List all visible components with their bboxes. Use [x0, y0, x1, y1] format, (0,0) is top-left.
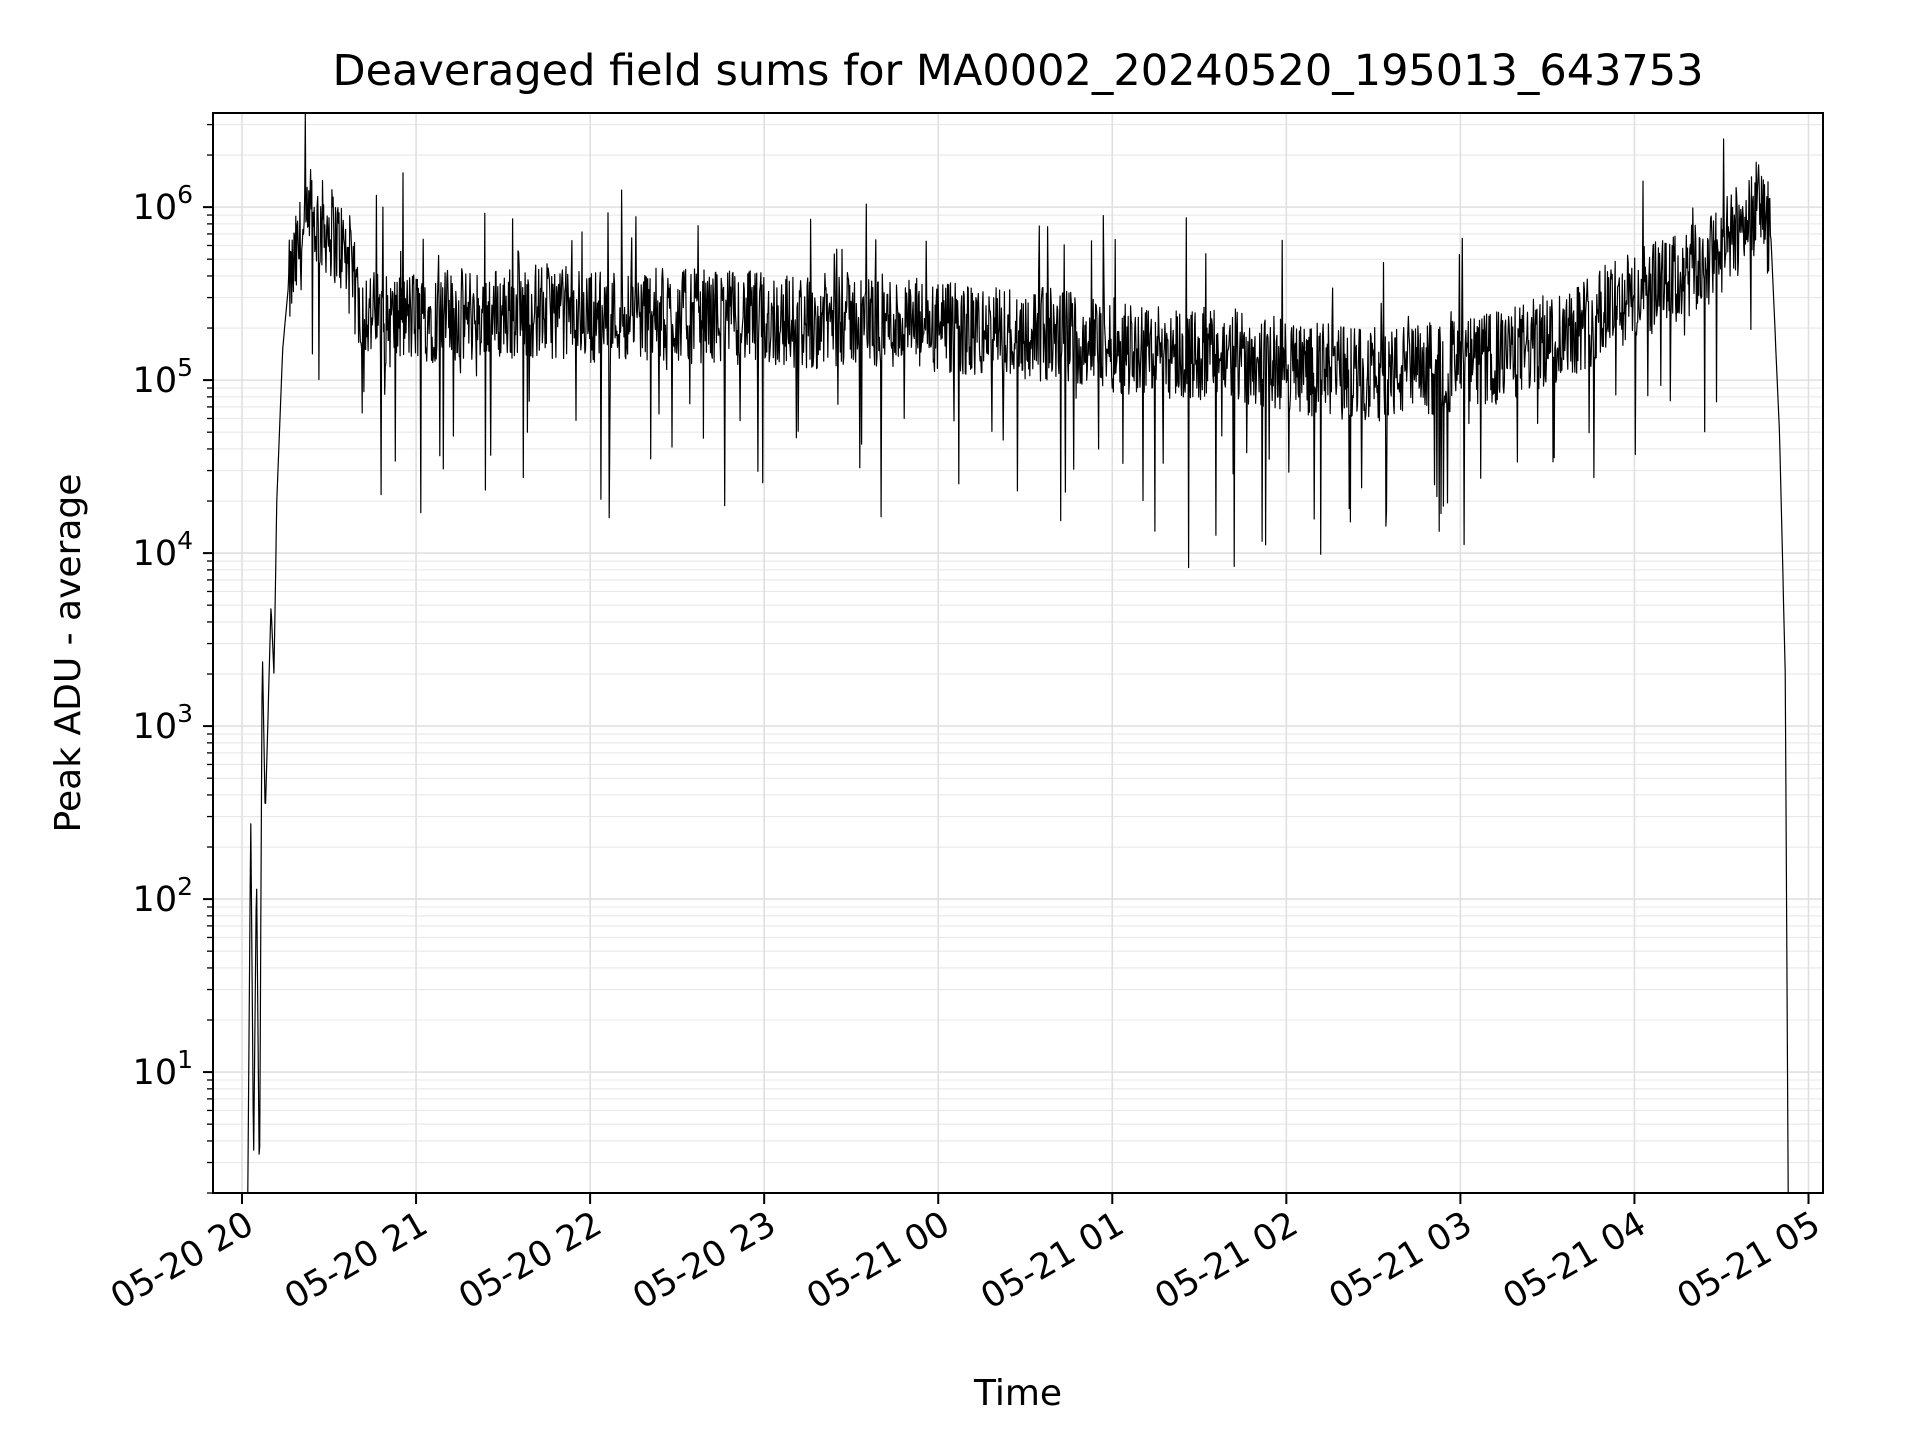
data-series-line	[247, 112, 1789, 1194]
plot-data	[247, 112, 1789, 1194]
x-tick-label: 05-21 01	[974, 1204, 1130, 1317]
y-axis: 101 102 103 104 105 106	[133, 123, 213, 1194]
chart-title: Deaveraged field sums for MA0002_2024052…	[332, 46, 1703, 96]
y-tick-label: 104	[133, 526, 193, 574]
grid-lines	[213, 113, 1823, 1194]
x-tick-label: 05-21 02	[1149, 1204, 1305, 1317]
y-tick-label: 103	[133, 699, 193, 747]
y-axis-title: Peak ADU - average	[48, 474, 89, 833]
x-tick-label: 05-20 23	[626, 1204, 782, 1317]
y-tick-label: 106	[133, 180, 193, 228]
y-tick-label: 102	[133, 872, 193, 920]
x-tick-label: 05-20 20	[104, 1204, 260, 1317]
x-tick-label: 05-21 03	[1323, 1204, 1479, 1317]
y-tick-label: 105	[133, 353, 193, 401]
y-tick-label: 101	[133, 1045, 193, 1093]
x-tick-label: 05-20 21	[278, 1204, 434, 1317]
x-tick-label: 05-20 22	[452, 1204, 608, 1317]
axes-frame	[212, 112, 1824, 1194]
x-axis-title: Time	[973, 1373, 1062, 1414]
x-tick-label: 05-21 00	[800, 1204, 956, 1317]
x-tick-label: 05-21 04	[1497, 1204, 1653, 1317]
x-axis: 05-20 20 05-20 21 05-20 22 05-20 23 05-21 00…	[104, 1193, 1827, 1317]
x-tick-label: 05-21 05	[1671, 1204, 1827, 1317]
